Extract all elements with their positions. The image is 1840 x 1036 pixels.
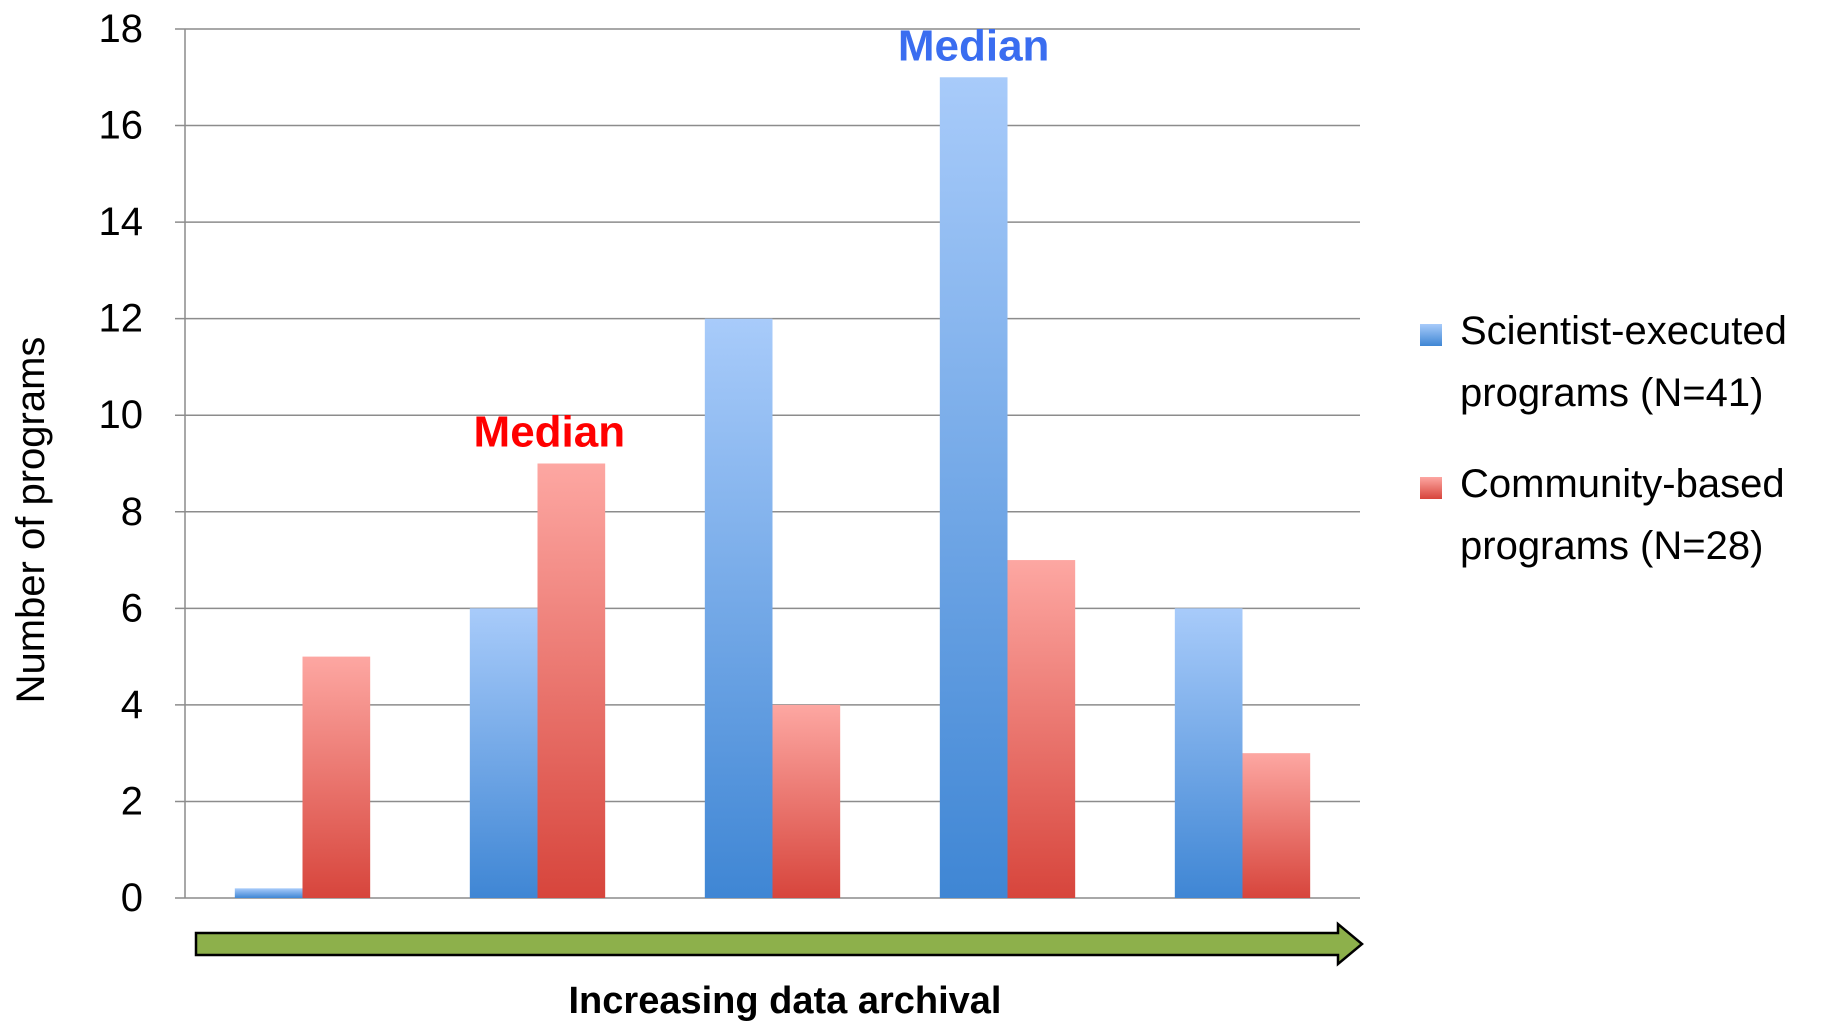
bar-series-1-cat-4 bbox=[939, 77, 1008, 899]
y-tick-label: 0 bbox=[121, 876, 143, 920]
bar-series-2-cat-4 bbox=[1007, 560, 1076, 898]
bar-series-2-cat-5 bbox=[1242, 753, 1311, 898]
legend-label: programs (N=28) bbox=[1460, 524, 1763, 568]
bar-series-1-cat-3 bbox=[704, 318, 773, 899]
arrow-shape bbox=[194, 921, 1364, 967]
y-tick-label: 4 bbox=[121, 683, 143, 727]
y-tick-label: 12 bbox=[99, 297, 144, 341]
median-annotation: Median bbox=[898, 21, 1050, 70]
bar-series-1-cat-2 bbox=[469, 608, 538, 898]
legend: Scientist-executed programs (N=41) Communi… bbox=[1420, 309, 1787, 568]
y-tick-label: 16 bbox=[99, 104, 144, 148]
y-tick-label: 2 bbox=[121, 779, 143, 823]
bar-series-2-cat-1 bbox=[302, 656, 371, 898]
legend-swatch bbox=[1420, 324, 1442, 346]
legend-swatch bbox=[1420, 477, 1442, 499]
data-archival-arrow bbox=[194, 921, 1364, 967]
bar-series-1-cat-5 bbox=[1174, 608, 1243, 898]
x-axis-label: Increasing data archival bbox=[569, 980, 1002, 1022]
legend-label: Scientist-executed bbox=[1460, 309, 1787, 353]
bar-series-1-cat-1 bbox=[234, 888, 303, 898]
y-tick-label: 18 bbox=[99, 7, 144, 51]
y-tick-label: 14 bbox=[99, 200, 144, 244]
y-axis-label: Number of programs bbox=[9, 337, 53, 704]
bar-series-2-cat-3 bbox=[772, 704, 841, 898]
annotations: Median Median bbox=[474, 21, 1050, 456]
axes: 0 2 4 6 8 10 12 14 16 18 bbox=[99, 7, 186, 920]
median-annotation: Median bbox=[474, 408, 626, 457]
y-tick-label: 8 bbox=[121, 490, 143, 534]
y-tick-label: 10 bbox=[99, 393, 144, 437]
bar-series-2-cat-2 bbox=[537, 463, 606, 898]
legend-label: Community-based bbox=[1460, 462, 1785, 506]
bars bbox=[234, 77, 1311, 899]
legend-label: programs (N=41) bbox=[1460, 371, 1763, 415]
y-tick-label: 6 bbox=[121, 586, 143, 630]
